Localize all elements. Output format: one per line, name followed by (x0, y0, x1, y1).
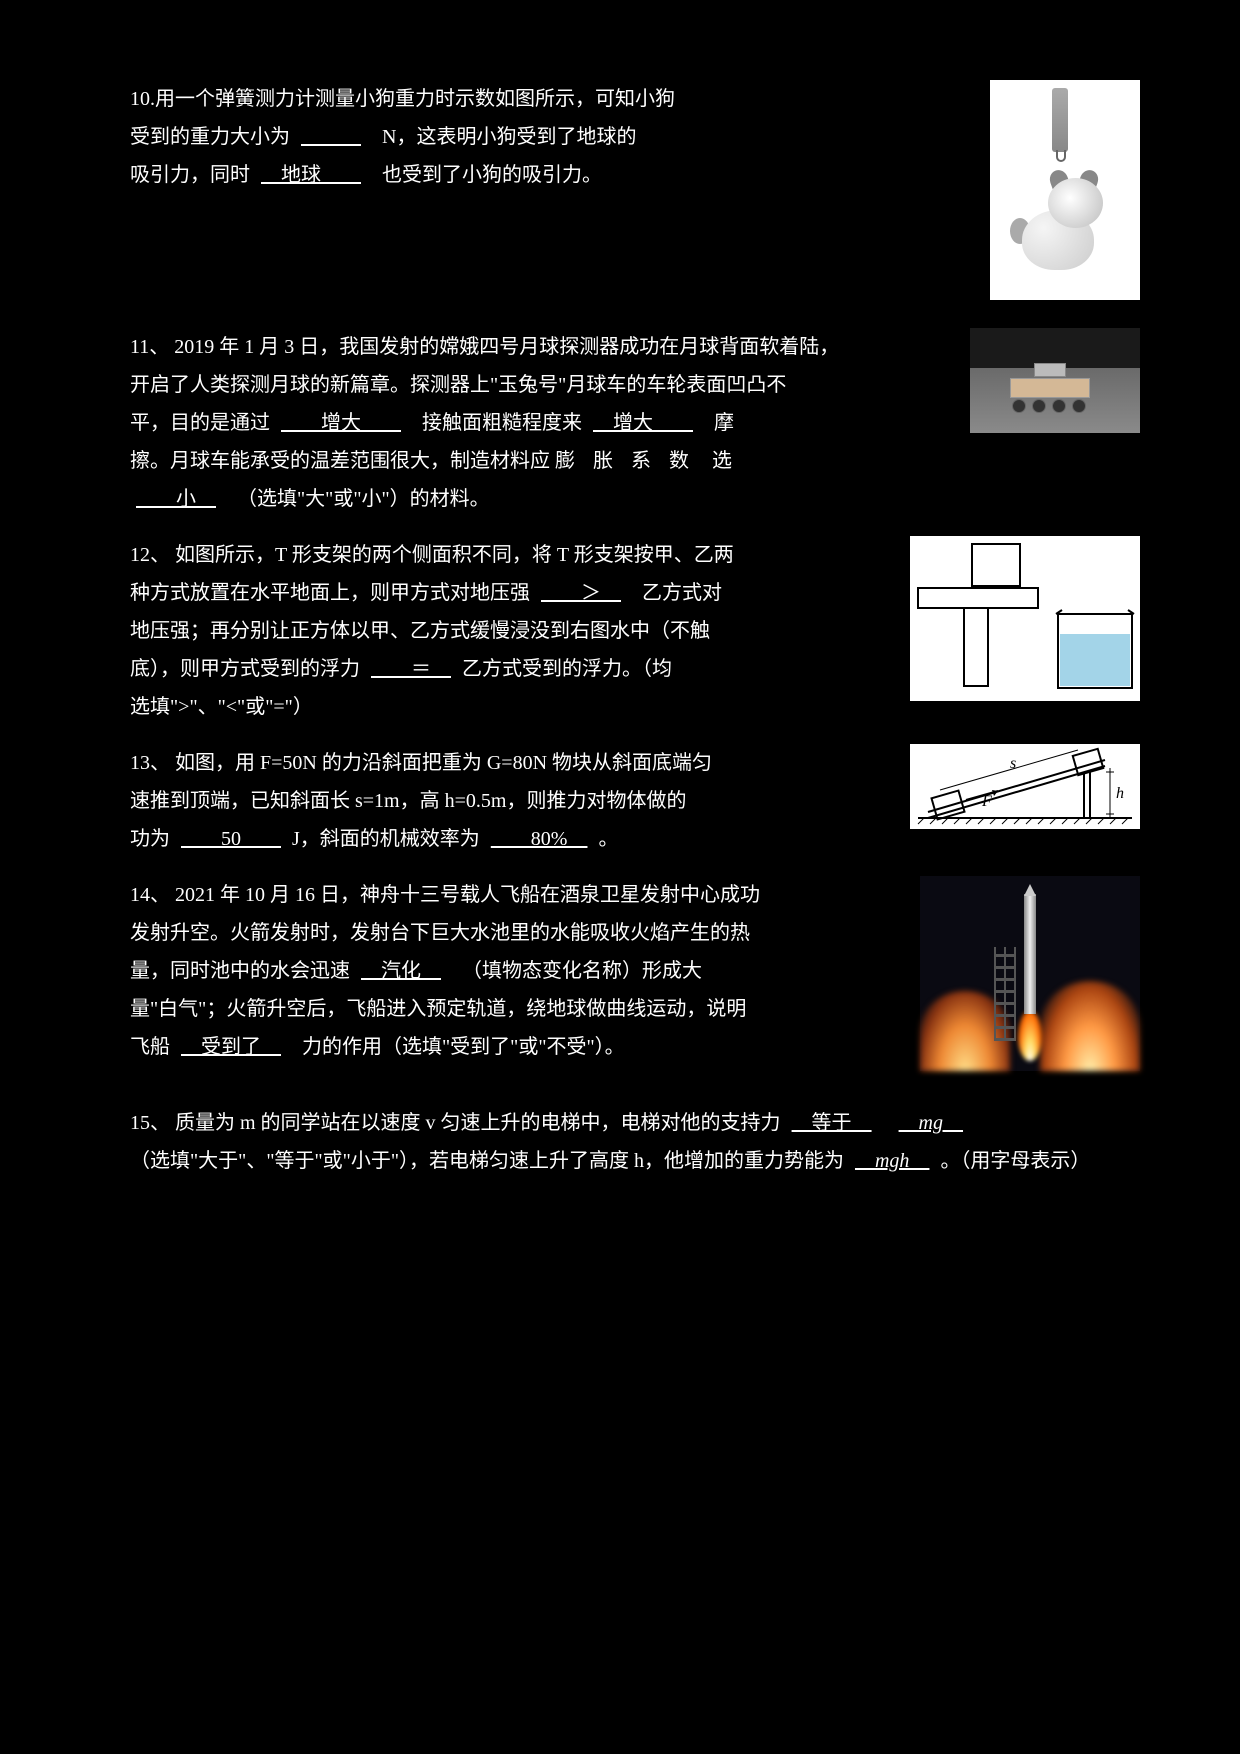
p12-text: 种方式放置在水平地面上，则甲方式对地压强 (130, 582, 530, 604)
p11-text: 开启了人类探测月球的新篇章。探测器上"玉兔号"月球车的车轮表面凹凸不 (130, 374, 786, 396)
problem-13: s F h 13、 如图，用 F=50N 的力沿斜面把重为 G=80N 物块从斜… (130, 744, 1140, 858)
p10-text: 吸引力，同时 (130, 164, 250, 186)
p11-text: 接触面粗糙程度来 (422, 412, 582, 434)
p15-num: 15、 (130, 1112, 170, 1134)
p15-text: （选填"大于"、"等于"或"小于"），若电梯匀速上升了高度 h，他增加的重力势能… (130, 1150, 844, 1172)
problem-11: 11、 2019 年 1 月 3 日，我国发射的嫦娥四号月球探测器成功在月球背面… (130, 328, 1140, 518)
p12-text: 乙方式对 (642, 582, 722, 604)
svg-text:s: s (1010, 755, 1016, 772)
problem-12: 12、 如图所示，T 形支架的两个侧面积不同，将 T 形支架按甲、乙两 种方式放… (130, 536, 1140, 726)
p13-text: 速推到顶端，已知斜面长 s=1m，高 h=0.5m，则推力对物体做的 (130, 790, 686, 812)
p13-blank-1: 50 (175, 828, 287, 850)
p11-blank-3: 小 (130, 488, 222, 510)
p11-text: 擦。月球车能承受的温差范围很大，制造材料应 (130, 450, 550, 472)
rover-icon (1010, 373, 1090, 413)
p12-text: 选填">"、"<"或"="） (130, 696, 313, 718)
p12-text: 乙方式受到的浮力。（均 (462, 658, 672, 680)
p15-blank-3: mgh (849, 1150, 935, 1172)
p10-blank-1 (295, 126, 367, 148)
accent-mark (495, 488, 500, 510)
p12-blank-2: ＝ (365, 658, 457, 680)
p13-text: 。 (598, 828, 618, 850)
accent-mark (974, 1112, 979, 1134)
launch-tower-icon (994, 947, 1016, 1041)
figure-13-inclined-plane: s F h (910, 744, 1140, 829)
p12-text: 地压强；再分别让正方体以甲、乙方式缓慢浸没到右图水中（不触 (130, 620, 710, 642)
p14-text: 发射升空。火箭发射时，发射台下巨大水池里的水能吸收火焰产生的热 (130, 922, 750, 944)
p10-blank-2: 地球 (255, 164, 367, 186)
problem-15: 15、 质量为 m 的同学站在以速度 v 匀速上升的电梯中，电梯对他的支持力 等… (130, 1104, 1140, 1180)
accent-mark (372, 164, 377, 186)
p11-num: 11、 (130, 336, 169, 358)
p13-blank-2: 80% (485, 828, 594, 850)
accent-mark (883, 1112, 888, 1134)
accent-mark (727, 582, 732, 604)
accent-mark (227, 488, 232, 510)
accent-mark (292, 1036, 297, 1058)
figure-10-spring-scale-plush (990, 80, 1140, 300)
svg-text:F: F (981, 793, 992, 810)
p10-text: 受到的重力大小为 (130, 126, 290, 148)
hook-icon (1056, 150, 1066, 162)
p11-text: 2019 年 1 月 3 日，我国发射的嫦娥四号月球探测器成功在月球背面软着陆， (174, 336, 839, 358)
exhaust-cloud-icon (1040, 981, 1140, 1071)
p12-blank-1: ＞ (535, 582, 627, 604)
figure-14-rocket-launch (920, 876, 1140, 1071)
figure-11-moon-rover (970, 328, 1140, 433)
plush-dog-icon (1008, 170, 1113, 280)
p13-text: 如图，用 F=50N 的力沿斜面把重为 G=80N 物块从斜面底端匀 (175, 752, 712, 774)
problem-14: 14、 2021 年 10 月 16 日，神舟十三号载人飞船在酒泉卫星发射中心成… (130, 876, 1140, 1086)
p15-blank-1: 等于 (786, 1112, 878, 1134)
p12-num: 12、 (130, 544, 170, 566)
accent-mark (704, 412, 709, 434)
accent-mark (372, 126, 377, 148)
p14-blank-2: 受到了 (175, 1036, 287, 1058)
p14-blank-1: 汽化 (355, 960, 447, 982)
p13-num: 13、 (130, 752, 170, 774)
p11-blank-1: 增大 (275, 412, 407, 434)
accent-mark (632, 582, 637, 604)
p10-text: 也受到了小狗的吸引力。 (382, 164, 602, 186)
spring-scale-icon (1052, 88, 1068, 152)
p11-gap: 膨胀系数 (555, 450, 707, 472)
p11-blank-2: 增大 (587, 412, 699, 434)
p14-text: 飞船 (130, 1036, 170, 1058)
p11-text: 摩 (714, 412, 734, 434)
p15-blank-2: mg (893, 1112, 969, 1134)
flame-icon (1018, 1011, 1042, 1061)
p11-text: 平，目的是通过 (130, 412, 270, 434)
p13-text: 功为 (130, 828, 170, 850)
p14-text: 量"白气"；火箭升空后，飞船进入预定轨道，绕地球做曲线运动，说明 (130, 998, 746, 1020)
problem-10: 10.用一个弹簧测力计测量小狗重力时示数如图所示，可知小狗 受到的重力大小为 N… (130, 80, 1140, 310)
p14-text: 力的作用（选填"受到了"或"不受"）。 (302, 1036, 625, 1058)
p11-text: （选填"大"或"小"）的材料。 (237, 488, 490, 510)
p15-text: 质量为 m 的同学站在以速度 v 匀速上升的电梯中，电梯对他的支持力 (175, 1112, 781, 1134)
p10-text: 10.用一个弹簧测力计测量小狗重力时示数如图所示，可知小狗 (130, 88, 675, 110)
p13-text: J，斜面的机械效率为 (292, 828, 480, 850)
accent-mark (412, 412, 417, 434)
rocket-icon (1024, 894, 1036, 1014)
svg-text:h: h (1116, 785, 1124, 802)
p14-num: 14、 (130, 884, 170, 906)
p14-text: （填物态变化名称）形成大 (462, 960, 702, 982)
p11-text: 选 (712, 450, 732, 472)
p14-text: 2021 年 10 月 16 日，神舟十三号载人飞船在酒泉卫星发射中心成功 (175, 884, 760, 906)
p14-text: 量，同时池中的水会迅速 (130, 960, 350, 982)
t-beaker-svg (910, 536, 1140, 701)
p12-text: 底），则甲方式受到的浮力 (130, 658, 360, 680)
figure-12-t-structure-beaker (910, 536, 1140, 701)
p12-text: 如图所示，T 形支架的两个侧面积不同，将 T 形支架按甲、乙两 (175, 544, 734, 566)
p15-text: 。（用字母表示） (940, 1150, 1090, 1172)
p10-text: N，这表明小狗受到了地球的 (382, 126, 636, 148)
incline-svg: s F h (910, 744, 1140, 829)
accent-mark (452, 960, 457, 982)
rocket-tip-icon (1024, 884, 1036, 896)
